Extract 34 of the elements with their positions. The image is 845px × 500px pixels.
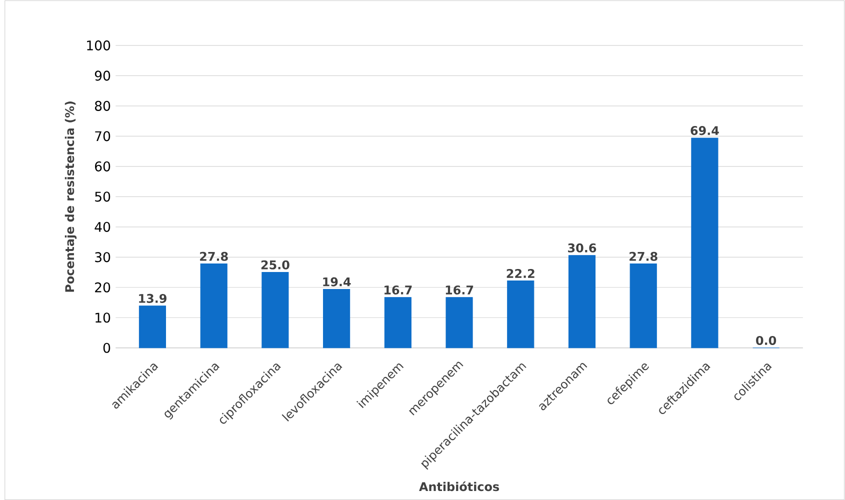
y-tick-label: 40 [94, 222, 110, 232]
data-label: 13.9 [139, 294, 166, 303]
data-label: 0.0 [756, 336, 776, 345]
data-label: 69.4 [690, 126, 719, 135]
x-axis-title: Antibióticos [419, 481, 499, 491]
data-label: 22.2 [506, 268, 534, 278]
y-tick-label: 60 [95, 161, 110, 172]
data-label: 16.7 [446, 285, 474, 294]
y-tick-label: 10 [96, 312, 110, 322]
data-label: 30.6 [568, 243, 596, 252]
bar [262, 272, 289, 348]
data-label: 27.8 [200, 252, 228, 261]
bar [507, 280, 534, 348]
y-tick-label: 90 [94, 70, 110, 80]
bar [200, 263, 228, 348]
bar [446, 296, 473, 348]
bar [138, 305, 166, 348]
y-tick-label: 30 [95, 252, 110, 262]
y-tick-label: 50 [95, 191, 110, 202]
y-axis-title: Pocentaje de resistencia (%) [64, 101, 77, 292]
data-label: 27.8 [630, 252, 658, 261]
bar [568, 254, 596, 348]
data-label: 16.7 [384, 285, 412, 294]
data-label: 19.4 [323, 277, 351, 286]
y-tick-label: 0 [103, 342, 110, 353]
bar [691, 137, 718, 348]
data-label: 25.0 [261, 260, 290, 270]
bar [384, 296, 412, 348]
y-tick-label: 80 [94, 100, 110, 111]
bar [630, 263, 657, 348]
y-tick-label: 20 [95, 282, 110, 292]
y-tick-label: 100 [87, 40, 110, 50]
bar [323, 288, 350, 348]
y-tick-label: 70 [95, 130, 110, 141]
